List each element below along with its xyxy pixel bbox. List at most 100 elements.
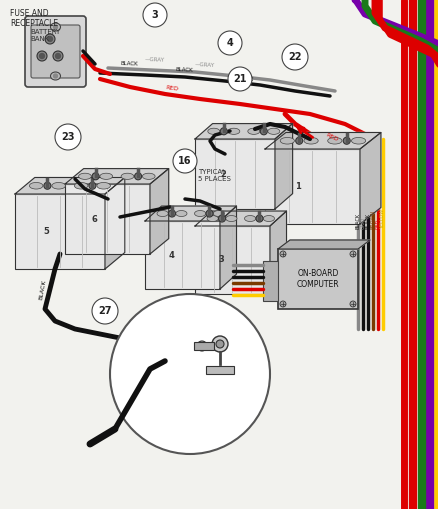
Text: RED: RED	[165, 85, 178, 92]
Ellipse shape	[194, 211, 205, 216]
Polygon shape	[274, 124, 292, 209]
Ellipse shape	[142, 173, 155, 179]
Circle shape	[92, 173, 99, 180]
Ellipse shape	[50, 72, 60, 80]
Circle shape	[53, 51, 63, 61]
Text: 21: 21	[233, 74, 246, 84]
Text: BROWN: BROWN	[370, 210, 374, 229]
Circle shape	[349, 301, 355, 307]
Text: 4: 4	[226, 38, 233, 48]
Text: 27: 27	[98, 306, 112, 316]
Circle shape	[89, 182, 95, 189]
Polygon shape	[150, 168, 168, 254]
Circle shape	[47, 37, 53, 42]
Ellipse shape	[327, 137, 341, 144]
Text: BLACK: BLACK	[175, 67, 192, 73]
Polygon shape	[105, 178, 124, 269]
Bar	[194, 226, 269, 294]
Text: 3: 3	[151, 10, 158, 20]
Polygon shape	[194, 211, 286, 226]
Text: 1: 1	[295, 182, 300, 191]
Circle shape	[255, 215, 262, 222]
Circle shape	[279, 251, 285, 257]
Text: 22: 22	[288, 52, 301, 62]
Circle shape	[173, 149, 197, 173]
Ellipse shape	[207, 215, 218, 221]
Circle shape	[55, 124, 81, 150]
Text: YELLOW: YELLOW	[380, 209, 385, 229]
Circle shape	[295, 137, 302, 144]
Ellipse shape	[97, 182, 110, 189]
Ellipse shape	[225, 215, 237, 221]
Ellipse shape	[52, 182, 65, 189]
Polygon shape	[15, 178, 124, 194]
Polygon shape	[359, 132, 380, 224]
Polygon shape	[219, 206, 236, 289]
Ellipse shape	[121, 173, 134, 179]
Ellipse shape	[213, 211, 224, 216]
Ellipse shape	[227, 128, 239, 134]
Bar	[65, 184, 150, 254]
Polygon shape	[65, 168, 168, 184]
Text: FUSE AND
RECEPTACLE: FUSE AND RECEPTACLE	[10, 9, 58, 29]
Circle shape	[53, 74, 57, 78]
Circle shape	[218, 215, 225, 222]
Circle shape	[260, 128, 267, 135]
Text: RED: RED	[324, 132, 338, 142]
Text: 23: 23	[61, 132, 74, 142]
Circle shape	[53, 25, 57, 29]
Text: 6: 6	[92, 214, 98, 223]
Text: ON-BOARD
COMPUTER: ON-BOARD COMPUTER	[296, 269, 339, 289]
Circle shape	[218, 31, 241, 55]
Text: TYPICAL
5 PLACES: TYPICAL 5 PLACES	[198, 169, 230, 182]
Ellipse shape	[207, 128, 219, 134]
Circle shape	[37, 51, 47, 61]
Circle shape	[55, 53, 60, 59]
Ellipse shape	[267, 128, 279, 134]
Circle shape	[92, 298, 118, 324]
Circle shape	[205, 210, 212, 217]
Text: RED: RED	[374, 219, 380, 229]
Circle shape	[168, 210, 175, 217]
Circle shape	[44, 182, 51, 189]
Text: BLACK: BLACK	[365, 213, 370, 229]
Ellipse shape	[74, 182, 88, 189]
Ellipse shape	[29, 182, 43, 189]
Bar	[15, 194, 105, 269]
Ellipse shape	[279, 137, 294, 144]
Bar	[205, 366, 233, 374]
Circle shape	[281, 44, 307, 70]
Ellipse shape	[263, 215, 274, 221]
Bar	[145, 221, 219, 289]
Text: —GRAY: —GRAY	[194, 62, 215, 68]
Text: BLACK: BLACK	[38, 279, 46, 300]
Circle shape	[227, 67, 251, 91]
Ellipse shape	[247, 128, 259, 134]
Text: 16: 16	[178, 156, 191, 166]
Circle shape	[349, 251, 355, 257]
Ellipse shape	[303, 137, 318, 144]
Text: 2: 2	[219, 169, 226, 179]
Circle shape	[220, 128, 227, 135]
Ellipse shape	[244, 215, 255, 221]
Text: —GRAY: —GRAY	[145, 58, 165, 63]
Polygon shape	[277, 240, 369, 249]
Ellipse shape	[351, 137, 365, 144]
FancyBboxPatch shape	[262, 261, 277, 301]
Circle shape	[39, 53, 44, 59]
Circle shape	[45, 34, 55, 44]
Text: 3: 3	[218, 256, 224, 265]
Bar	[194, 139, 274, 209]
Polygon shape	[194, 124, 292, 139]
Ellipse shape	[78, 173, 91, 179]
Text: GRAY: GRAY	[360, 216, 365, 229]
Circle shape	[215, 340, 223, 348]
Ellipse shape	[157, 211, 168, 216]
Ellipse shape	[99, 173, 112, 179]
Circle shape	[197, 341, 207, 351]
Bar	[265, 149, 359, 224]
Text: 4: 4	[168, 250, 174, 260]
Circle shape	[279, 301, 285, 307]
FancyBboxPatch shape	[31, 25, 80, 78]
Polygon shape	[145, 206, 236, 221]
